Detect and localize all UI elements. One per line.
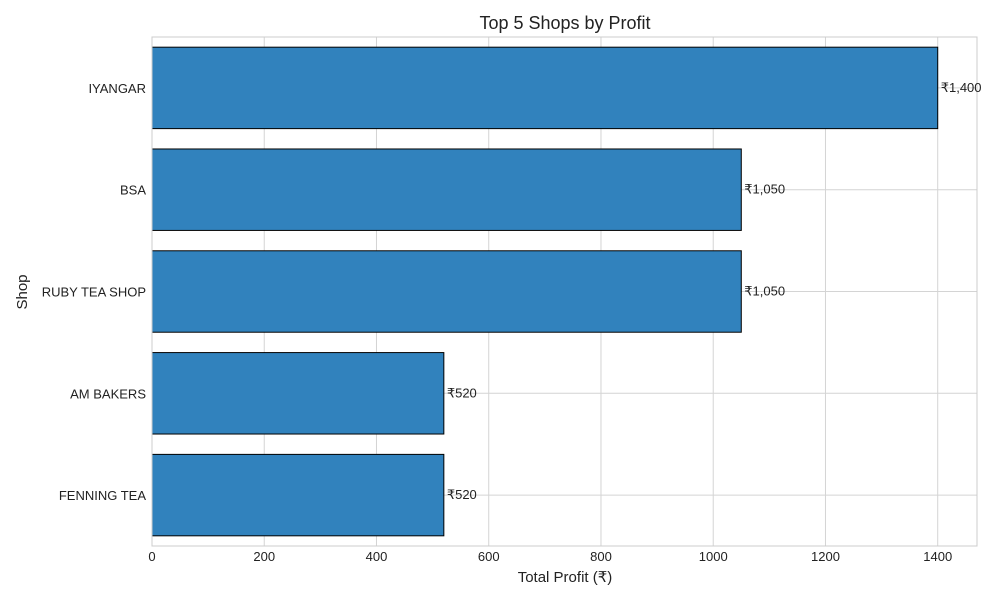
y-tick-label: FENNING TEA [59,488,146,503]
chart-title: Top 5 Shops by Profit [479,13,650,33]
data-label: ₹520 [447,385,477,400]
bar [151,453,445,537]
y-axis-label: Shop [14,274,31,309]
x-axis-label: Total Profit (₹) [518,569,613,586]
x-tick-label: 200 [253,549,275,564]
bar [151,148,742,231]
data-label: ₹1,400 [941,80,982,95]
data-label: ₹1,050 [744,182,785,197]
x-tick-label: 400 [366,549,388,564]
x-tick-label: 800 [590,549,612,564]
bar [151,352,445,435]
data-label: ₹520 [447,487,477,502]
bar [151,46,939,130]
plot-frame [151,36,978,547]
data-labels: ₹1,400 ₹1,050 ₹1,050 ₹520 ₹520 [447,80,982,502]
x-tick-label: 1000 [699,549,728,564]
x-tick-label: 600 [478,549,500,564]
y-tick-label: AM BAKERS [70,386,146,401]
y-tick-label: RUBY TEA SHOP [42,285,146,300]
data-label: ₹1,050 [744,284,785,299]
x-tick-labels: 0 200 400 600 800 1000 1200 1400 [148,549,952,564]
y-tick-label: BSA [120,183,146,198]
x-tick-label: 1200 [811,549,840,564]
bar [151,250,742,333]
bars [151,46,939,537]
y-tick-labels: IYANGAR BSA RUBY TEA SHOP AM BAKERS FENNING … [42,81,147,503]
x-tick-label: 0 [148,549,155,564]
y-tick-label: IYANGAR [88,81,146,96]
x-tick-label: 1400 [923,549,952,564]
